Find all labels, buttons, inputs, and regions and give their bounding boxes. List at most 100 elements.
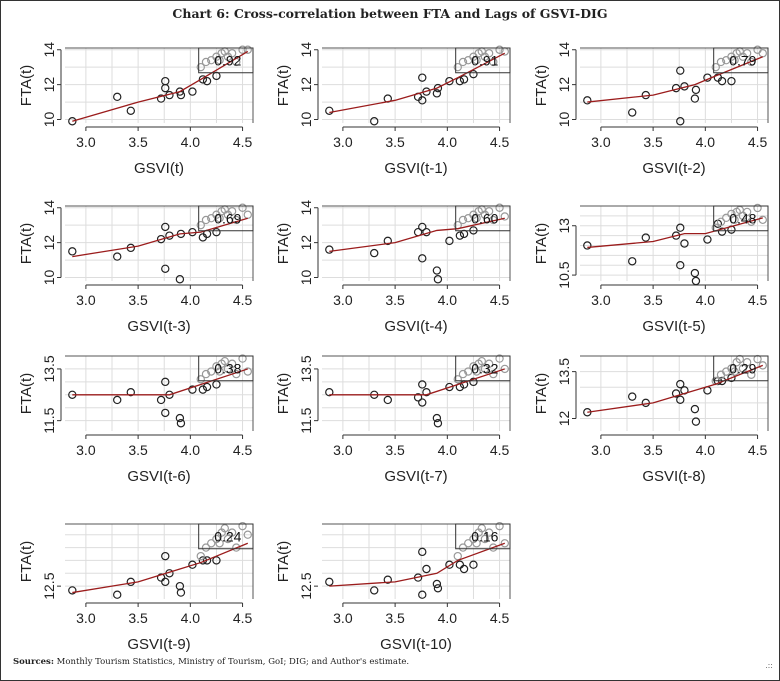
data-point (495, 45, 504, 54)
data-point (676, 261, 685, 270)
x-tick-label: 4.5 (490, 610, 510, 626)
y-tick-label: 11.5 (298, 407, 314, 433)
data-point (432, 266, 442, 275)
data-point (325, 577, 334, 587)
data-point (161, 577, 170, 587)
data-point (201, 543, 211, 552)
data-point (747, 370, 756, 379)
panel-svg: 3.0 3.5 4.0 4.5 10 12 14 FTA(t) GSVI(t-2) 0.79 (533, 42, 769, 177)
data-point (325, 106, 334, 115)
data-point (201, 57, 211, 67)
y-axis-label: FTA(t) (18, 541, 35, 582)
x-tick-label: 3.5 (128, 292, 148, 308)
data-point (742, 49, 752, 58)
x-axis-label: GSVI(t) (134, 160, 184, 177)
y-tick-label: 10 (41, 112, 57, 128)
trend-line (587, 217, 763, 249)
x-tick-label: 4.5 (748, 442, 768, 458)
x-tick-label: 3.5 (643, 442, 663, 458)
data-point (68, 586, 77, 595)
x-tick-label: 3.0 (76, 134, 96, 150)
x-axis-label: GSVI(t-6) (127, 468, 190, 485)
data-point (676, 395, 685, 404)
data-point (469, 69, 478, 79)
correlation-value: 0.29 (729, 360, 756, 376)
data-point (453, 551, 462, 561)
data-point (227, 528, 237, 537)
data-point (676, 379, 685, 389)
data-point (691, 85, 701, 95)
data-point (445, 236, 454, 246)
x-axis-label: GSVI(t-9) (127, 636, 190, 653)
trend-line (72, 50, 249, 122)
data-point (495, 521, 504, 531)
scatter-panel: 3.0 3.5 4.0 4.5 10 12 14 FTA(t) GSVI(t) 0.92 (1, 31, 259, 191)
scatter-panel: 3.0 3.5 4.0 4.5 10 12 14 FTA(t) GSVI(t-4) 0.60 (258, 189, 516, 349)
data-point (161, 222, 170, 232)
data-point (433, 83, 443, 93)
x-tick-label: 3.5 (128, 610, 148, 626)
correlation-box (713, 47, 769, 74)
data-point (223, 364, 233, 374)
data-point (227, 359, 237, 368)
y-tick-label: 12 (556, 411, 572, 427)
data-point (68, 247, 77, 256)
scatter-panel: 3.0 3.5 4.0 4.5 12.5 FTA(t) GSVI(t-10) 0.16 (258, 507, 516, 667)
data-point (202, 556, 212, 565)
scatter-panel: 3.0 3.5 4.0 4.5 10 12 14 FTA(t) GSVI(t-1) 0.91 (258, 31, 516, 191)
data-point (161, 76, 170, 86)
data-point (758, 361, 767, 370)
data-point (445, 76, 454, 86)
data-point (484, 528, 494, 537)
data-point (583, 241, 592, 250)
scatter-panel: 3.0 3.5 4.0 4.5 10.5 13 FTA(t) GSVI(t-5) 0.48 (516, 189, 774, 349)
data-point (325, 245, 334, 254)
data-point (188, 87, 197, 96)
data-point (418, 222, 427, 232)
y-axis-label: FTA(t) (533, 373, 550, 414)
data-point (113, 252, 122, 261)
data-point (196, 220, 205, 230)
sources-text: Monthly Tourism Statistics, Ministry of … (53, 657, 410, 667)
panel-svg: 3.0 3.5 4.0 4.5 11.5 13.5 FTA(t) GSVI(t-6) 0.38 (18, 354, 254, 485)
data-point (238, 354, 247, 363)
x-tick-label: 4.5 (490, 442, 510, 458)
y-tick-label: 12 (41, 77, 57, 93)
y-axis-label: FTA(t) (18, 373, 35, 414)
data-point (161, 551, 170, 561)
correlation-value: 0.92 (214, 52, 241, 68)
data-point (459, 75, 469, 84)
correlation-value: 0.60 (471, 210, 498, 226)
data-point (126, 388, 136, 397)
x-axis-label: GSVI(t-5) (642, 318, 705, 335)
trend-line (329, 542, 506, 587)
data-point (196, 375, 205, 384)
trend-line (329, 368, 505, 396)
data-point (691, 276, 701, 286)
data-point (716, 217, 726, 226)
data-point (201, 215, 211, 225)
y-tick-label: 12.5 (41, 572, 57, 599)
data-point (628, 392, 637, 401)
data-point (223, 534, 233, 544)
x-tick-label: 3.0 (333, 292, 353, 308)
y-tick-label: 10 (556, 112, 572, 128)
correlation-box (198, 205, 254, 232)
y-axis-label: FTA(t) (533, 223, 550, 264)
data-point (175, 413, 185, 423)
data-point (690, 94, 700, 103)
data-point (480, 534, 490, 544)
data-point (680, 239, 689, 248)
data-point (215, 367, 224, 376)
correlation-value: 0.79 (729, 52, 756, 68)
y-tick-label: 12 (41, 235, 57, 251)
data-point (500, 212, 509, 221)
x-tick-label: 3.0 (333, 134, 353, 150)
x-tick-label: 4.0 (438, 610, 458, 626)
x-axis-label: GSVI(t-7) (384, 468, 447, 485)
data-point (489, 543, 498, 552)
data-point (418, 96, 427, 105)
trend-line (329, 52, 506, 114)
data-point (156, 234, 166, 244)
